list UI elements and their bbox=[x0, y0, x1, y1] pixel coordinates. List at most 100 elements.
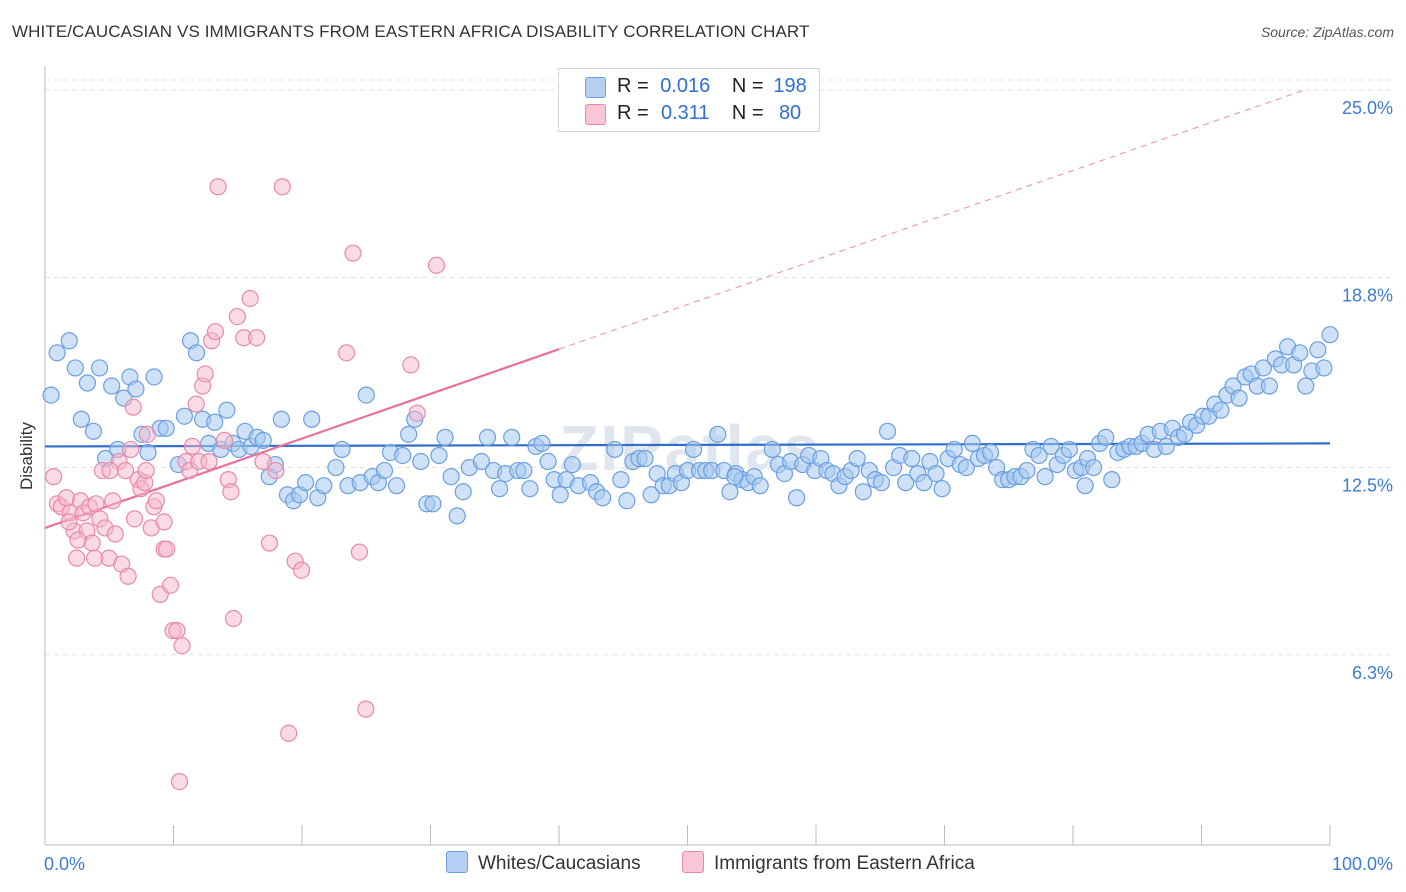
point-eastern-africa bbox=[122, 440, 140, 459]
point-whites bbox=[327, 458, 345, 477]
point-eastern-africa bbox=[57, 489, 76, 507]
point-whites bbox=[1230, 389, 1248, 407]
point-eastern-africa bbox=[241, 289, 259, 308]
point-eastern-africa bbox=[273, 178, 291, 196]
point-eastern-africa bbox=[173, 637, 191, 655]
point-eastern-africa bbox=[161, 576, 180, 594]
pink-swatch bbox=[682, 851, 704, 873]
point-eastern-africa bbox=[292, 561, 311, 579]
point-eastern-africa bbox=[260, 534, 279, 552]
y-tick-label: 18.8% bbox=[1342, 285, 1393, 305]
point-whites bbox=[60, 332, 78, 350]
point-eastern-africa bbox=[224, 609, 243, 628]
correlation-legend: R = 0.016 N = 198 R = 0.311 N = 80 bbox=[558, 68, 820, 132]
point-eastern-africa bbox=[196, 365, 214, 383]
point-whites bbox=[1030, 446, 1048, 465]
pink-swatch bbox=[585, 104, 606, 125]
point-whites bbox=[945, 440, 963, 459]
blue-swatch bbox=[446, 851, 468, 873]
point-eastern-africa bbox=[147, 492, 165, 510]
point-whites bbox=[642, 486, 660, 504]
point-whites bbox=[751, 477, 769, 495]
point-eastern-africa bbox=[200, 452, 218, 471]
x-tick-label: 100.0% bbox=[1332, 854, 1393, 874]
chart-title: WHITE/CAUCASIAN VS IMMIGRANTS FROM EASTE… bbox=[12, 22, 810, 41]
point-eastern-africa bbox=[183, 437, 201, 456]
point-eastern-africa bbox=[158, 540, 176, 558]
point-whites bbox=[472, 452, 491, 471]
point-whites bbox=[454, 483, 472, 501]
point-whites bbox=[333, 440, 351, 459]
point-eastern-africa bbox=[254, 452, 272, 471]
point-whites bbox=[1212, 401, 1230, 419]
point-whites bbox=[897, 474, 915, 492]
point-eastern-africa bbox=[119, 567, 137, 585]
point-whites bbox=[878, 422, 897, 440]
blue-swatch bbox=[585, 77, 606, 98]
point-eastern-africa bbox=[168, 622, 186, 640]
point-whites bbox=[636, 449, 654, 468]
point-whites bbox=[490, 480, 509, 498]
point-eastern-africa bbox=[187, 395, 205, 413]
point-eastern-africa bbox=[344, 244, 362, 262]
source-label: Source: ZipAtlas.com bbox=[1260, 24, 1394, 40]
point-whites bbox=[763, 440, 781, 459]
point-eastern-africa bbox=[106, 525, 124, 543]
legend-item-whites: Whites/Caucasians bbox=[446, 851, 641, 875]
point-whites bbox=[412, 452, 430, 471]
point-whites bbox=[448, 507, 466, 525]
point-whites bbox=[84, 422, 103, 440]
point-eastern-africa bbox=[280, 724, 298, 742]
point-whites bbox=[981, 443, 1000, 462]
point-whites bbox=[478, 428, 497, 446]
point-whites bbox=[515, 461, 533, 480]
point-whites bbox=[1018, 461, 1036, 480]
point-eastern-africa bbox=[69, 531, 87, 549]
n-value: 198 bbox=[773, 75, 807, 97]
axes bbox=[44, 66, 1331, 846]
point-whites bbox=[72, 410, 90, 428]
point-whites bbox=[1103, 471, 1121, 489]
point-eastern-africa bbox=[215, 431, 234, 449]
point-whites bbox=[1315, 359, 1333, 377]
point-whites bbox=[563, 455, 581, 474]
point-whites bbox=[272, 410, 290, 428]
point-eastern-africa bbox=[124, 398, 142, 416]
point-eastern-africa bbox=[138, 425, 156, 443]
point-whites bbox=[1291, 344, 1309, 362]
r-value: 0.311 bbox=[660, 102, 710, 124]
n-label: N = bbox=[731, 75, 764, 97]
point-whites bbox=[78, 374, 97, 392]
point-whites bbox=[254, 431, 272, 449]
point-whites bbox=[1097, 428, 1115, 446]
point-whites bbox=[400, 425, 418, 443]
point-whites bbox=[430, 446, 448, 465]
point-whites bbox=[303, 410, 321, 428]
point-whites bbox=[1036, 468, 1054, 486]
grid-lines bbox=[45, 79, 1392, 656]
point-whites bbox=[157, 419, 175, 437]
point-eastern-africa bbox=[408, 404, 426, 422]
y-tick-label: 12.5% bbox=[1342, 476, 1393, 496]
n-value: 80 bbox=[778, 102, 802, 124]
point-eastern-africa bbox=[222, 483, 240, 501]
point-whites bbox=[187, 344, 206, 362]
point-whites bbox=[684, 440, 703, 459]
point-whites bbox=[915, 474, 933, 492]
point-eastern-africa bbox=[206, 323, 225, 341]
legend-item-eastern-africa: Immigrants from Eastern Africa bbox=[682, 851, 975, 875]
point-whites bbox=[127, 380, 145, 398]
point-eastern-africa bbox=[83, 534, 101, 552]
point-whites bbox=[375, 461, 394, 480]
point-eastern-africa bbox=[86, 549, 104, 567]
y-axis-label: Disability bbox=[17, 421, 36, 490]
point-whites bbox=[66, 359, 84, 377]
point-whites bbox=[503, 428, 521, 446]
point-whites bbox=[387, 477, 406, 495]
tick-labels: 6.3% 12.5% 18.8% 25.0% 0.0% 100.0% bbox=[44, 98, 1393, 874]
n-label: N = bbox=[731, 102, 764, 124]
point-eastern-africa bbox=[337, 344, 356, 362]
y-tick-label: 25.0% bbox=[1342, 98, 1393, 118]
point-whites bbox=[175, 407, 194, 425]
